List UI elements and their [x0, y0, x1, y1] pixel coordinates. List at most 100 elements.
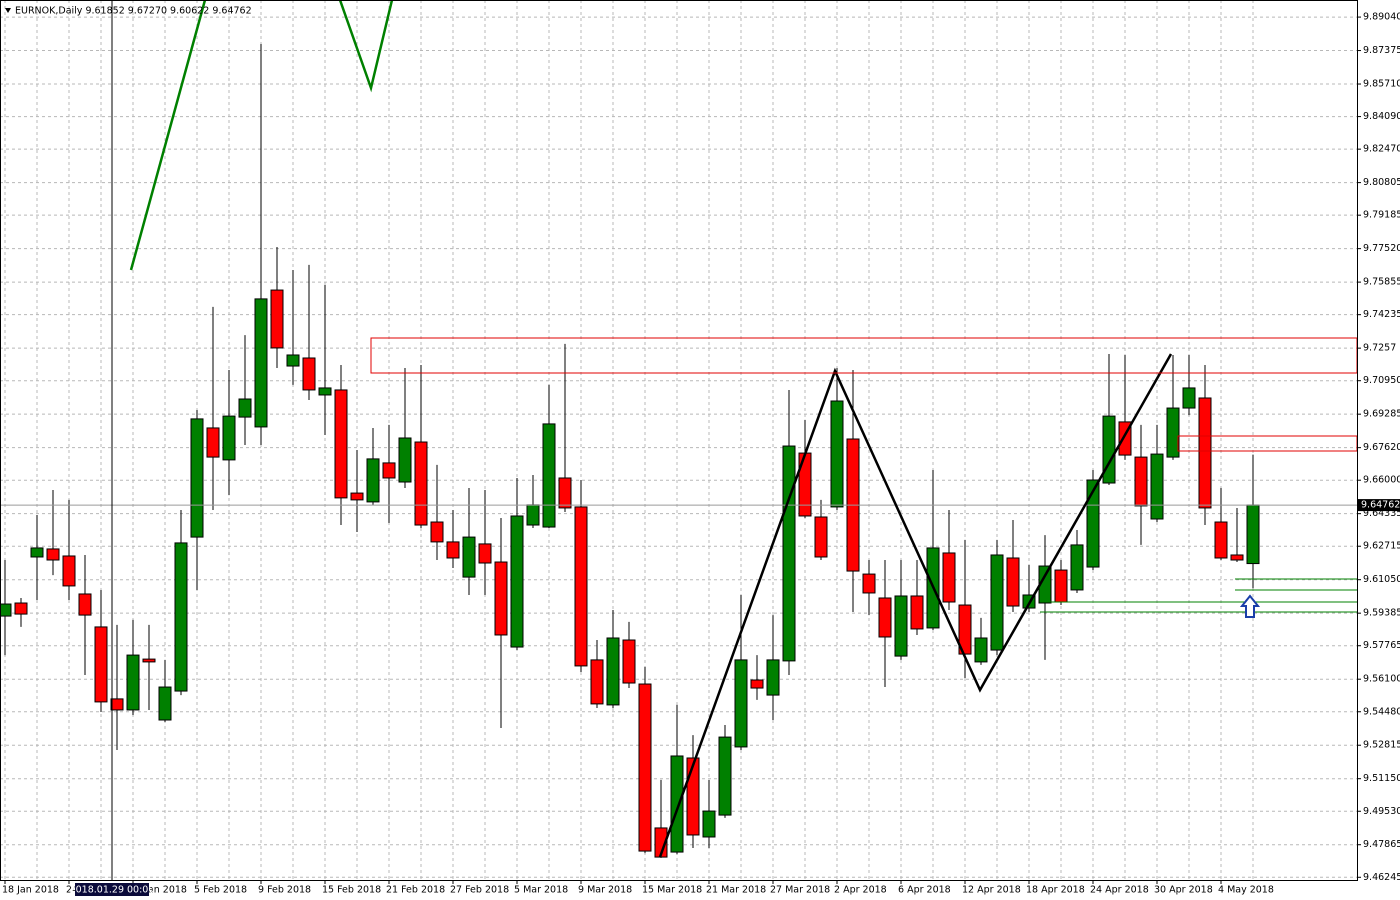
- y-tick-label: 9.80805: [1363, 177, 1400, 188]
- chart-title: EURNOK,Daily 9.61852 9.67270 9.60622 9.6…: [15, 6, 252, 17]
- x-tick-label: 27 Mar 2018: [770, 885, 830, 896]
- x-tick-label: 6 Apr 2018: [898, 885, 951, 896]
- zigzag-black: [658, 353, 1173, 858]
- x-tick-label: 9 Mar 2018: [578, 885, 632, 896]
- x-tick-label: 2 Apr 2018: [834, 885, 887, 896]
- candle-body: [366, 458, 380, 503]
- candle-body: [158, 686, 172, 721]
- plot-border: [0, 0, 1358, 881]
- candle-body: [126, 654, 140, 711]
- candle-body: [14, 602, 28, 615]
- candle-body: [1150, 453, 1164, 520]
- candle-body: [238, 398, 252, 418]
- candle-body: [814, 516, 828, 558]
- candle-body: [1006, 557, 1020, 607]
- candle-body: [94, 626, 108, 703]
- grid: [0, 0, 1357, 880]
- candle-body: [686, 757, 700, 836]
- y-tick-label: 9.52815: [1363, 740, 1400, 751]
- candle-body: [1198, 397, 1212, 509]
- y-tick-label: 9.87375: [1363, 45, 1400, 56]
- candle-body: [542, 423, 556, 528]
- menu-icon: [5, 8, 11, 13]
- candle-body: [1230, 554, 1244, 561]
- candle-body: [174, 542, 188, 692]
- x-tick-label: 30 Jan 2018: [130, 885, 187, 896]
- y-tick-label: 9.82470: [1363, 144, 1400, 155]
- candle-body: [1054, 569, 1068, 603]
- candle-body: [78, 593, 92, 616]
- y-tick-label: 9.89040: [1363, 12, 1400, 23]
- candle-body: [30, 547, 44, 558]
- candle-body: [830, 400, 844, 508]
- candle-body: [334, 389, 348, 499]
- buy-arrow: [1239, 594, 1261, 618]
- candle-body: [254, 298, 268, 428]
- x-tick-label: 15 Feb 2018: [322, 885, 381, 896]
- candle-body: [862, 573, 876, 594]
- y-tick-label: 9.79185: [1363, 210, 1400, 221]
- candle-body: [910, 595, 924, 630]
- candle-body: [638, 683, 652, 852]
- axes: 9.89040 9.87375 9.85710 9.84090 9.82470 9.808…: [2, 12, 1400, 896]
- x-tick-label: 4 May 2018: [1218, 885, 1274, 896]
- candle-body: [718, 736, 732, 816]
- candle-body: [622, 639, 636, 684]
- candle-body: [1214, 521, 1228, 559]
- candle-body: [318, 387, 332, 396]
- candle-body: [510, 515, 524, 648]
- candle-body: [414, 441, 428, 526]
- y-tick-label: 9.57765: [1363, 640, 1400, 651]
- candle-body: [942, 552, 956, 603]
- candle-body: [1086, 479, 1100, 568]
- y-tick-label: 9.51150: [1363, 773, 1400, 784]
- candle-body: [606, 637, 620, 706]
- candle-body: [286, 354, 300, 367]
- candle-body: [0, 603, 12, 617]
- y-tick-label: 9.66000: [1363, 475, 1400, 486]
- candle-body: [782, 445, 796, 662]
- x-tick-label: 27 Feb 2018: [450, 885, 509, 896]
- candle-body: [734, 659, 748, 748]
- candle-body: [494, 561, 508, 636]
- candle-body: [590, 659, 604, 705]
- y-tick-label: 9.67620: [1363, 442, 1400, 453]
- y-tick-label: 9.61050: [1363, 574, 1400, 585]
- y-tick-label: 9.49530: [1363, 806, 1400, 817]
- y-tick-label: 9.62715: [1363, 541, 1400, 552]
- candle-body: [1182, 387, 1196, 409]
- candle-body: [46, 548, 60, 561]
- candle-body: [670, 755, 684, 853]
- candle-body: [430, 521, 444, 543]
- candle-body: [478, 543, 492, 564]
- candle-body: [1166, 407, 1180, 458]
- candle-body: [398, 437, 412, 483]
- y-tick-label: 9.85710: [1363, 79, 1400, 90]
- candle-body: [462, 536, 476, 578]
- candle-body: [990, 554, 1004, 651]
- y-tick-label: 9.64335: [1363, 508, 1400, 519]
- candle-body: [446, 541, 460, 559]
- candle-body: [222, 415, 236, 461]
- y-tick-label: 9.54480: [1363, 706, 1400, 717]
- candle-body: [878, 597, 892, 638]
- x-tick-label: 30 Apr 2018: [1154, 885, 1213, 896]
- candle-body: [1134, 456, 1148, 507]
- candle-body: [974, 637, 988, 663]
- y-tick-label: 9.69285: [1363, 409, 1400, 420]
- y-tick-label: 9.7257: [1363, 343, 1396, 354]
- crosshair-label-bg: [75, 883, 149, 896]
- candle-body: [558, 477, 572, 509]
- candle-body: [894, 595, 908, 657]
- x-tick-label: 15 Mar 2018: [642, 885, 702, 896]
- x-tick-label: 21 Feb 2018: [386, 885, 445, 896]
- y-tick-label: 9.84090: [1363, 111, 1400, 122]
- y-tick-label: 9.47865: [1363, 839, 1400, 850]
- candle-body: [350, 492, 364, 501]
- x-tick-label: 5 Mar 2018: [514, 885, 568, 896]
- y-tick-label: 9.75855: [1363, 277, 1400, 288]
- candle-body: [62, 555, 76, 587]
- candle-body: [302, 357, 316, 391]
- x-tick-label: 18 Jan 2018: [2, 885, 59, 896]
